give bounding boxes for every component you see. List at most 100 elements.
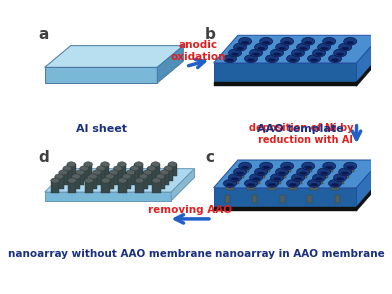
Ellipse shape — [278, 47, 286, 50]
Ellipse shape — [323, 37, 336, 45]
Ellipse shape — [168, 162, 177, 167]
Ellipse shape — [254, 43, 268, 51]
Polygon shape — [214, 207, 356, 211]
Ellipse shape — [344, 37, 357, 45]
Ellipse shape — [241, 41, 249, 44]
Ellipse shape — [294, 177, 302, 181]
Ellipse shape — [85, 178, 93, 183]
Polygon shape — [299, 174, 307, 178]
Ellipse shape — [80, 166, 89, 171]
Ellipse shape — [257, 172, 265, 175]
Ellipse shape — [59, 170, 67, 175]
Ellipse shape — [262, 41, 270, 44]
Ellipse shape — [310, 59, 318, 61]
Ellipse shape — [265, 55, 278, 63]
Ellipse shape — [51, 178, 60, 183]
Ellipse shape — [147, 166, 156, 171]
Ellipse shape — [325, 41, 333, 44]
Ellipse shape — [294, 53, 302, 56]
Ellipse shape — [320, 172, 328, 175]
Text: c: c — [205, 150, 214, 165]
Polygon shape — [258, 174, 265, 178]
Polygon shape — [356, 179, 381, 211]
Ellipse shape — [234, 168, 247, 176]
Ellipse shape — [318, 168, 330, 176]
Ellipse shape — [336, 53, 344, 56]
Ellipse shape — [250, 174, 263, 181]
Ellipse shape — [134, 162, 143, 167]
Polygon shape — [151, 164, 160, 176]
Ellipse shape — [135, 178, 144, 183]
Ellipse shape — [101, 162, 109, 167]
Ellipse shape — [231, 53, 239, 56]
Ellipse shape — [118, 162, 126, 167]
Text: AAO template: AAO template — [257, 124, 343, 134]
Ellipse shape — [226, 59, 234, 61]
Ellipse shape — [68, 178, 76, 183]
Polygon shape — [84, 164, 93, 176]
Ellipse shape — [152, 178, 161, 183]
Ellipse shape — [131, 166, 139, 171]
Ellipse shape — [331, 183, 339, 186]
Polygon shape — [305, 168, 312, 172]
Polygon shape — [72, 176, 80, 188]
Ellipse shape — [114, 166, 122, 171]
Polygon shape — [227, 185, 234, 190]
Ellipse shape — [229, 174, 241, 181]
Polygon shape — [55, 176, 64, 188]
Polygon shape — [263, 168, 270, 172]
Ellipse shape — [139, 174, 148, 179]
Ellipse shape — [315, 177, 323, 181]
Ellipse shape — [339, 168, 352, 176]
Ellipse shape — [164, 166, 173, 171]
Polygon shape — [168, 164, 177, 176]
Ellipse shape — [315, 53, 323, 56]
Ellipse shape — [320, 47, 328, 50]
Ellipse shape — [287, 180, 299, 187]
Polygon shape — [67, 164, 76, 176]
Polygon shape — [134, 164, 143, 176]
Ellipse shape — [341, 172, 349, 175]
Ellipse shape — [270, 174, 283, 181]
Polygon shape — [247, 185, 254, 190]
Ellipse shape — [273, 177, 281, 181]
Ellipse shape — [231, 177, 239, 181]
Polygon shape — [225, 195, 230, 203]
Ellipse shape — [276, 43, 289, 51]
Text: nanoarray in AAO membrane: nanoarray in AAO membrane — [215, 248, 385, 258]
Ellipse shape — [308, 180, 321, 187]
Polygon shape — [118, 164, 126, 176]
Ellipse shape — [339, 43, 352, 51]
Polygon shape — [337, 180, 344, 184]
Ellipse shape — [323, 162, 336, 170]
Ellipse shape — [344, 162, 357, 170]
Polygon shape — [356, 54, 381, 86]
Polygon shape — [131, 168, 139, 181]
Polygon shape — [156, 176, 165, 188]
Ellipse shape — [156, 174, 165, 179]
Ellipse shape — [289, 183, 297, 186]
Ellipse shape — [302, 37, 315, 45]
Ellipse shape — [76, 170, 84, 175]
Ellipse shape — [318, 43, 330, 51]
Polygon shape — [89, 176, 97, 188]
Ellipse shape — [312, 49, 326, 57]
Polygon shape — [274, 180, 281, 184]
Ellipse shape — [245, 180, 258, 187]
Polygon shape — [118, 181, 127, 193]
Polygon shape — [214, 82, 356, 86]
Text: anodic
oxidation: anodic oxidation — [170, 40, 226, 62]
Polygon shape — [356, 35, 381, 82]
Polygon shape — [236, 174, 244, 178]
Polygon shape — [289, 185, 297, 190]
Polygon shape — [114, 168, 122, 181]
Ellipse shape — [250, 49, 263, 57]
Ellipse shape — [299, 172, 307, 175]
Polygon shape — [214, 63, 356, 82]
Ellipse shape — [67, 162, 76, 167]
Polygon shape — [310, 185, 318, 190]
Polygon shape — [252, 180, 260, 184]
Ellipse shape — [102, 178, 110, 183]
Ellipse shape — [265, 180, 278, 187]
Polygon shape — [76, 173, 84, 185]
